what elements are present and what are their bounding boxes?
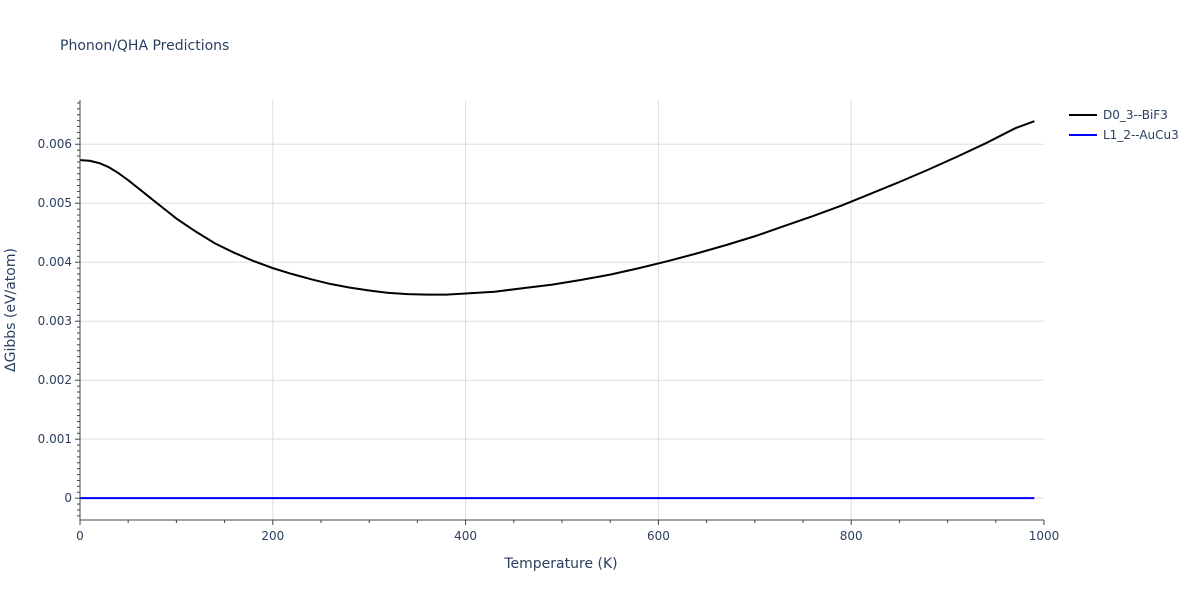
y-tick-label: 0.006 [38,137,72,151]
y-tick-label: 0.005 [38,196,72,210]
y-tick-label: 0 [64,491,72,505]
series-line-0[interactable] [79,120,1035,296]
x-tick-label: 800 [840,529,863,543]
x-tick-label: 400 [454,529,477,543]
x-tick-label: 600 [647,529,670,543]
legend-label-1: L1_2--AuCu3 [1103,128,1179,142]
y-tick-label: 0.004 [38,255,72,269]
legend[interactable]: D0_3--BiF3 L1_2--AuCu3 [1069,108,1179,142]
x-axis-label: Temperature (K) [503,556,617,572]
grid [80,100,1044,520]
y-axis-label: ΔGibbs (eV/atom) [3,248,19,372]
y-tick-label: 0.003 [38,314,72,328]
x-tick-label: 200 [261,529,284,543]
x-tick-label: 1000 [1029,529,1060,543]
y-tick-label: 0.002 [38,373,72,387]
legend-label-0: D0_3--BiF3 [1103,108,1168,122]
x-tick-label: 0 [76,529,84,543]
chart-title: Phonon/QHA Predictions [60,38,229,54]
axes: 0 200 400 600 800 1000 0 0.001 0.002 0.003 0.004 0.… [38,100,1060,543]
y-tick-label: 0.001 [38,432,72,446]
plot-area[interactable] [79,120,1035,500]
